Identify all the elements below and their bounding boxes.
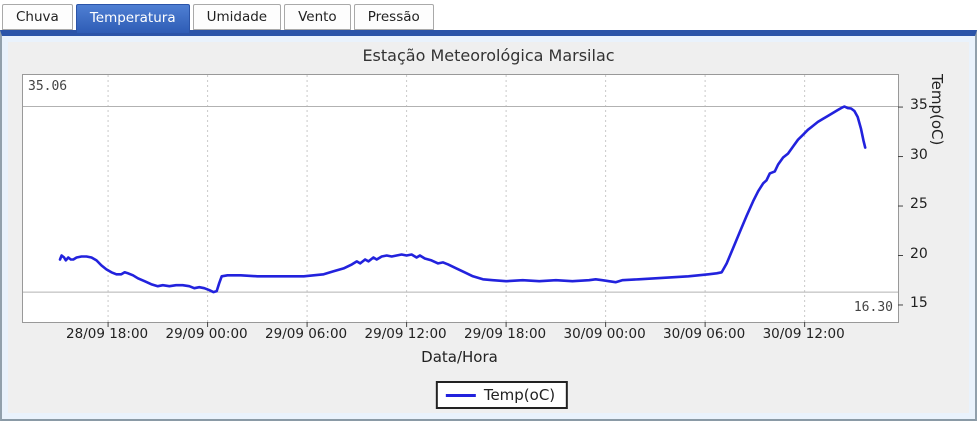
tab-pressao[interactable]: Pressão [353,4,434,30]
tab-temperatura[interactable]: Temperatura [75,4,190,33]
min-value-label: 16.30 [853,300,893,315]
max-value-label: 35.06 [28,79,68,94]
temperature-line-chart [23,75,903,327]
x-tick-label: 29/09 06:00 [265,326,348,342]
tab-vento[interactable]: Vento [284,4,351,30]
x-tick-label: 29/09 12:00 [364,326,447,342]
y-tick-label: 35 [910,97,928,114]
x-tick-label: 30/09 06:00 [663,326,746,342]
tab-chuva[interactable]: Chuva [2,4,73,30]
x-axis-title: Data/Hora [421,348,498,366]
legend-label: Temp(oC) [483,386,556,404]
legend: Temp(oC) [435,381,569,409]
x-tick-label: 28/09 18:00 [66,326,149,342]
tab-bar: Chuva Temperatura Umidade Vento Pressão [0,0,977,33]
x-tick-label: 29/09 00:00 [165,326,248,342]
chart-panel: Estação Meteorológica Marsilac 35.06 16.… [0,30,977,421]
tab-umidade[interactable]: Umidade [192,4,282,30]
x-tick-label: 30/09 00:00 [563,326,646,342]
y-tick-label: 30 [910,146,928,163]
x-tick-label: 30/09 12:00 [762,326,845,342]
y-axis-title: Temp(oC) [928,74,946,146]
plot-area: 35.06 16.30 [22,74,903,327]
series-line-tempoc [58,105,867,294]
y-tick-label: 15 [910,294,928,311]
legend-line-sample [445,393,476,397]
chart-figure: Estação Meteorológica Marsilac 35.06 16.… [8,42,969,413]
x-tick-label: 29/09 18:00 [464,326,547,342]
y-tick-label: 25 [910,196,928,213]
chart-title: Estação Meteorológica Marsilac [362,46,615,65]
y-tick-label: 20 [910,245,928,262]
